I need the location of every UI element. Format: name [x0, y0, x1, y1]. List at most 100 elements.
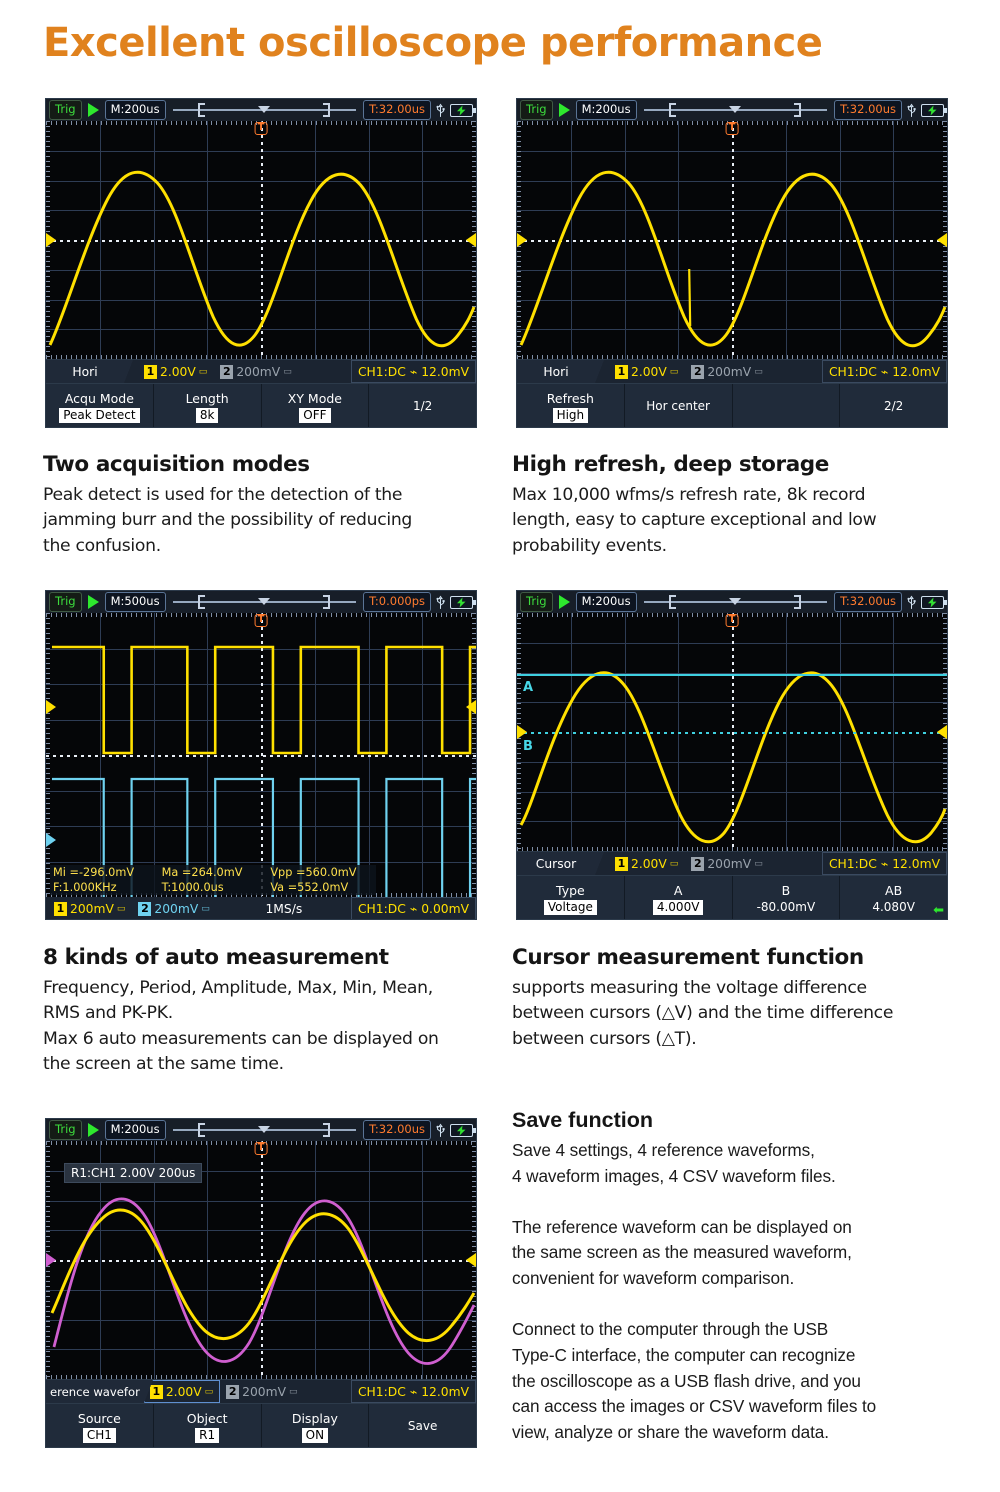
softkey-refresh[interactable]: Refresh High	[517, 384, 625, 427]
scope-screen-refresh[interactable]: Trig M:200us T:32.00us	[516, 98, 948, 428]
ch2-scale-measure[interactable]: 2 200mV ▭	[132, 897, 216, 919]
timebase-cursor[interactable]: M:200us	[575, 592, 637, 612]
softkey-page-indicator[interactable]: 1/2	[369, 384, 476, 427]
softkey-save[interactable]: Save	[369, 1404, 476, 1447]
battery-charging-icon	[921, 103, 947, 117]
trigger-info-measure[interactable]: CH1:DC ⌁ 0.00mV	[350, 897, 476, 919]
caption-cursor: Cursor measurement function supports mea…	[512, 945, 957, 1052]
waveform-grid-refresh[interactable]: T	[517, 121, 947, 359]
ch1-ground-marker-right[interactable]	[937, 233, 947, 247]
ch1-ground-marker-left[interactable]	[46, 233, 56, 247]
trigger-position-marker[interactable]: T	[254, 1142, 268, 1155]
waveform-grid-measure[interactable]: T Mi =-296.0mV Ma =264.0mV Vpp =560.0mV …	[46, 613, 476, 897]
trigger-time-measure[interactable]: T:0.000ps	[363, 592, 431, 612]
softkey-value: High	[552, 407, 589, 423]
waveform-grid-cursor[interactable]: T A B	[517, 613, 947, 851]
horizontal-position-slider-save[interactable]	[172, 1123, 357, 1137]
ch1-ground-marker-left[interactable]	[517, 233, 527, 247]
ch2-scale-save[interactable]: 2 200mV ▭	[220, 1380, 304, 1403]
horizontal-position-slider-refresh[interactable]	[643, 103, 828, 117]
back-arrow-icon[interactable]: ⬅	[933, 903, 944, 918]
softkey-xy-mode[interactable]: XY Mode OFF	[262, 384, 370, 427]
ch1-ground-marker-left[interactable]	[517, 725, 527, 739]
softkey-menu-acq[interactable]: Acqu Mode Peak Detect Length 8k XY Mode …	[46, 383, 476, 427]
horizontal-position-slider-measure[interactable]	[172, 595, 357, 609]
section-label-acq: Hori	[46, 360, 133, 383]
measurement-vpp: Vpp =560.0mV	[270, 866, 357, 879]
softkey-empty[interactable]	[733, 384, 841, 427]
trigger-time-cursor[interactable]: T:32.00us	[834, 592, 902, 612]
trig-status-save[interactable]: Trig	[49, 1120, 82, 1140]
trig-status-acq[interactable]: Trig	[49, 100, 82, 120]
run-icon[interactable]	[87, 595, 99, 609]
softkey-menu-save[interactable]: Source CH1 Object R1 Display ON Save	[46, 1403, 476, 1447]
trigger-time-refresh[interactable]: T:32.00us	[834, 100, 902, 120]
ch1-ground-marker-right[interactable]	[466, 1253, 476, 1267]
ch2-scale-refresh[interactable]: 2 200mV ▭	[685, 360, 769, 383]
ch1-scale-acq[interactable]: 1 2.00V ▭	[138, 360, 214, 383]
trigger-position-marker[interactable]: T	[254, 122, 268, 135]
softkey-cursor-b[interactable]: B -80.00mV	[733, 876, 841, 919]
softkey-page-indicator[interactable]: 2/2	[840, 384, 947, 427]
ch1-scale-refresh[interactable]: 1 2.00V ▭	[609, 360, 685, 383]
ch2-ground-marker-left[interactable]	[46, 833, 56, 848]
ch2-value: 200mV	[242, 1384, 287, 1399]
auto-measurement-overlay: Mi =-296.0mV Ma =264.0mV Vpp =560.0mV F:…	[50, 865, 376, 895]
softkey-cursor-a[interactable]: A 4.000V	[625, 876, 733, 919]
timebase-measure[interactable]: M:500us	[104, 592, 166, 612]
usb-icon	[907, 595, 916, 609]
trig-status-refresh[interactable]: Trig	[520, 100, 553, 120]
scope-screen-save[interactable]: Trig M:200us T:32.00us	[45, 1118, 477, 1448]
softkey-hor-center[interactable]: Hor center	[625, 384, 733, 427]
trigger-position-marker[interactable]: T	[725, 614, 739, 627]
softkey-menu-refresh[interactable]: Refresh High Hor center 2/2	[517, 383, 947, 427]
cursor-a-line[interactable]	[517, 673, 947, 676]
timebase-save[interactable]: M:200us	[104, 1120, 166, 1140]
softkey-menu-cursor[interactable]: Type Voltage A 4.000V B -80.00mV AB 4.08…	[517, 875, 947, 919]
trigger-time-save[interactable]: T:32.00us	[363, 1120, 431, 1140]
cursor-b-line[interactable]	[517, 732, 947, 734]
softkey-acqu-mode[interactable]: Acqu Mode Peak Detect	[46, 384, 154, 427]
run-icon[interactable]	[558, 595, 570, 609]
run-icon[interactable]	[558, 103, 570, 117]
softkey-cursor-ab[interactable]: AB 4.080V ⬅	[840, 876, 947, 919]
ch1-ground-marker-right[interactable]	[466, 233, 476, 247]
page-indicator: 2/2	[883, 399, 904, 413]
ch1-ground-marker-right[interactable]	[937, 725, 947, 739]
softkey-cursor-type[interactable]: Type Voltage	[517, 876, 625, 919]
trig-status-cursor[interactable]: Trig	[520, 592, 553, 612]
scope-screen-measure[interactable]: Trig M:500us T:0.000ps	[45, 590, 477, 920]
trigger-position-marker[interactable]: T	[725, 122, 739, 135]
softkey-source[interactable]: Source CH1	[46, 1404, 154, 1447]
run-icon[interactable]	[87, 103, 99, 117]
horizontal-position-slider-cursor[interactable]	[643, 595, 828, 609]
ch1-scale-cursor[interactable]: 1 2.00V ▭	[609, 852, 685, 875]
battery-charging-icon	[450, 595, 476, 609]
trigger-info-acq[interactable]: CH1:DC ⌁ 12.0mV	[350, 360, 476, 383]
timebase-refresh[interactable]: M:200us	[575, 100, 637, 120]
ch1-scale-save[interactable]: 1 2.00V ▭	[143, 1380, 221, 1403]
trig-status-measure[interactable]: Trig	[49, 592, 82, 612]
softkey-display[interactable]: Display ON	[262, 1404, 370, 1447]
ch2-scale-cursor[interactable]: 2 200mV ▭	[685, 852, 769, 875]
scope-screen-acquisition[interactable]: Trig M:200us T:32.00us	[45, 98, 477, 428]
softkey-object[interactable]: Object R1	[154, 1404, 262, 1447]
ch2-scale-acq[interactable]: 2 200mV ▭	[214, 360, 298, 383]
softkey-length[interactable]: Length 8k	[154, 384, 262, 427]
waveform-grid-acq[interactable]: T	[46, 121, 476, 359]
trigger-position-marker[interactable]: T	[254, 614, 268, 627]
scope-screen-cursor[interactable]: Trig M:200us T:32.00us	[516, 590, 948, 920]
dc-coupling-icon: ▭	[283, 366, 293, 377]
trigger-info-refresh[interactable]: CH1:DC ⌁ 12.0mV	[821, 360, 947, 383]
waveform-grid-save[interactable]: T R1:CH1 2.00V 200us	[46, 1141, 476, 1379]
trigger-info-save[interactable]: CH1:DC ⌁ 12.0mV	[350, 1380, 476, 1403]
ch1-ground-marker-right[interactable]	[466, 699, 476, 714]
trigger-info-cursor[interactable]: CH1:DC ⌁ 12.0mV	[821, 852, 947, 875]
horizontal-position-slider-acq[interactable]	[172, 103, 357, 117]
ch1-ground-marker-left[interactable]	[46, 699, 56, 714]
ref-ground-marker-left[interactable]	[46, 1253, 56, 1267]
run-icon[interactable]	[87, 1123, 99, 1137]
trigger-time-acq[interactable]: T:32.00us	[363, 100, 431, 120]
ch1-scale-measure[interactable]: 1 200mV ▭	[48, 897, 132, 919]
timebase-acq[interactable]: M:200us	[104, 100, 166, 120]
